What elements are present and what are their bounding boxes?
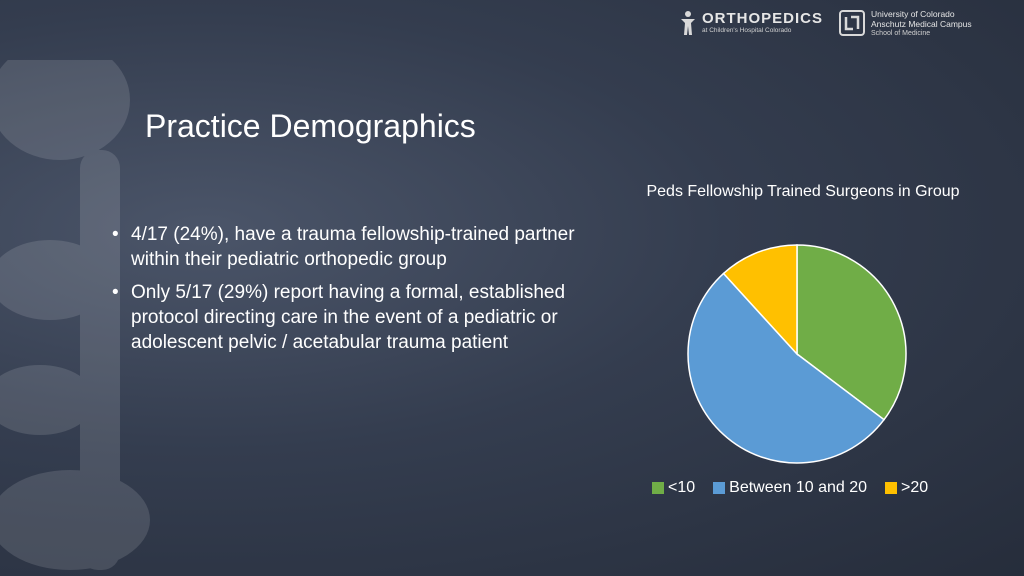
bullet-icon: •: [112, 282, 119, 303]
bullet-list: • 4/17 (24%), have a trauma fellowship-t…: [112, 222, 582, 363]
pie-slice-3: [722, 244, 798, 356]
legend-swatch: [713, 482, 726, 494]
bullet-item: • 4/17 (24%), have a trauma fellowship-t…: [112, 222, 582, 272]
cu-logo-line-2: Anschutz Medical Campus: [871, 18, 972, 29]
pie-slice-1: [796, 244, 907, 421]
cu-emblem-icon: [839, 10, 866, 36]
cu-logo-line-1: University of Colorado: [871, 9, 955, 19]
legend-swatch: [885, 482, 898, 494]
pie-chart: [687, 244, 907, 464]
chart-title: Peds Fellowship Trained Surgeons in Grou…: [646, 183, 960, 200]
skeleton-background-image: [0, 60, 150, 570]
legend-swatch: [652, 482, 664, 494]
chart-legend: <10 Between 10 and 20 >20: [652, 479, 952, 497]
legend-label: >20: [901, 479, 929, 496]
bullet-text: 4/17 (24%), have a trauma fellowship-tra…: [131, 224, 575, 270]
cu-anschutz-logo: University of Colorado Anschutz Medical …: [839, 9, 972, 38]
cu-logo-line-3: School of Medicine: [871, 29, 931, 37]
legend-item: <10: [652, 479, 695, 497]
orthopedics-logo-text: ORTHOPEDICS: [702, 10, 824, 28]
legend-label: <10: [668, 479, 696, 496]
header-logos: ORTHOPEDICS at Children's Hospital Color…: [678, 9, 998, 50]
slide-title: Practice Demographics: [145, 108, 476, 144]
bullet-icon: •: [112, 224, 119, 245]
legend-item: >20: [885, 479, 928, 497]
orthopedics-logo: ORTHOPEDICS at Children's Hospital Color…: [678, 10, 823, 36]
bullet-text: Only 5/17 (29%) report having a formal, …: [131, 282, 566, 353]
orthopedics-logo-subtext: at Children's Hospital Colorado: [702, 27, 792, 35]
figure-icon: [681, 11, 695, 35]
bullet-item: • Only 5/17 (29%) report having a formal…: [112, 280, 582, 355]
pie-slice-2: [687, 272, 886, 464]
legend-item: Between 10 and 20: [713, 479, 867, 497]
legend-label: Between 10 and 20: [729, 479, 868, 496]
